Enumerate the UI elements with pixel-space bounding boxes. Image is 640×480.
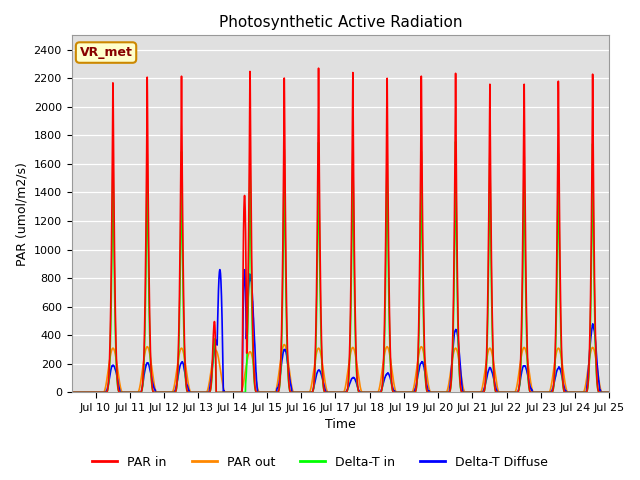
Delta-T Diffuse (623, 390, 630, 396)
Delta-T Diffuse (216, 267, 224, 273)
Delta-T in (623, 390, 630, 396)
Line: PAR out: PAR out (61, 345, 627, 393)
PAR in (58, 390, 65, 396)
PAR out (122, 390, 129, 396)
Line: Delta-T in: Delta-T in (61, 142, 627, 393)
PAR in (122, 390, 129, 396)
PAR in (274, 389, 282, 395)
Title: Photosynthetic Active Radiation: Photosynthetic Active Radiation (219, 15, 462, 30)
Line: Delta-T Diffuse: Delta-T Diffuse (61, 270, 627, 393)
PAR in (299, 390, 307, 396)
PAR out (551, 359, 559, 365)
Delta-T in (274, 389, 282, 395)
Delta-T in (299, 390, 307, 396)
Text: VR_met: VR_met (79, 46, 132, 59)
Delta-T Diffuse (612, 390, 620, 396)
Legend: PAR in, PAR out, Delta-T in, Delta-T Diffuse: PAR in, PAR out, Delta-T in, Delta-T Dif… (87, 451, 553, 474)
Delta-T in (122, 390, 129, 396)
PAR in (612, 390, 620, 396)
PAR in (551, 362, 559, 368)
Delta-T Diffuse (551, 377, 559, 383)
Delta-T in (612, 390, 620, 396)
PAR out (58, 390, 65, 396)
Delta-T in (452, 139, 460, 144)
X-axis label: Time: Time (325, 419, 356, 432)
Line: PAR in: PAR in (61, 68, 627, 393)
Delta-T Diffuse (122, 390, 129, 396)
PAR out (299, 390, 307, 396)
Delta-T in (156, 390, 163, 396)
PAR in (156, 390, 163, 396)
PAR out (612, 390, 620, 396)
PAR out (156, 390, 163, 396)
Delta-T Diffuse (156, 390, 163, 396)
Delta-T Diffuse (299, 390, 307, 396)
PAR out (280, 342, 288, 348)
Delta-T in (551, 369, 559, 374)
PAR in (315, 65, 323, 71)
Delta-T Diffuse (275, 384, 282, 390)
PAR out (274, 377, 282, 383)
Y-axis label: PAR (umol/m2/s): PAR (umol/m2/s) (15, 162, 28, 266)
PAR in (623, 390, 630, 396)
Delta-T in (58, 390, 65, 396)
PAR out (623, 390, 630, 396)
Delta-T Diffuse (58, 390, 65, 396)
